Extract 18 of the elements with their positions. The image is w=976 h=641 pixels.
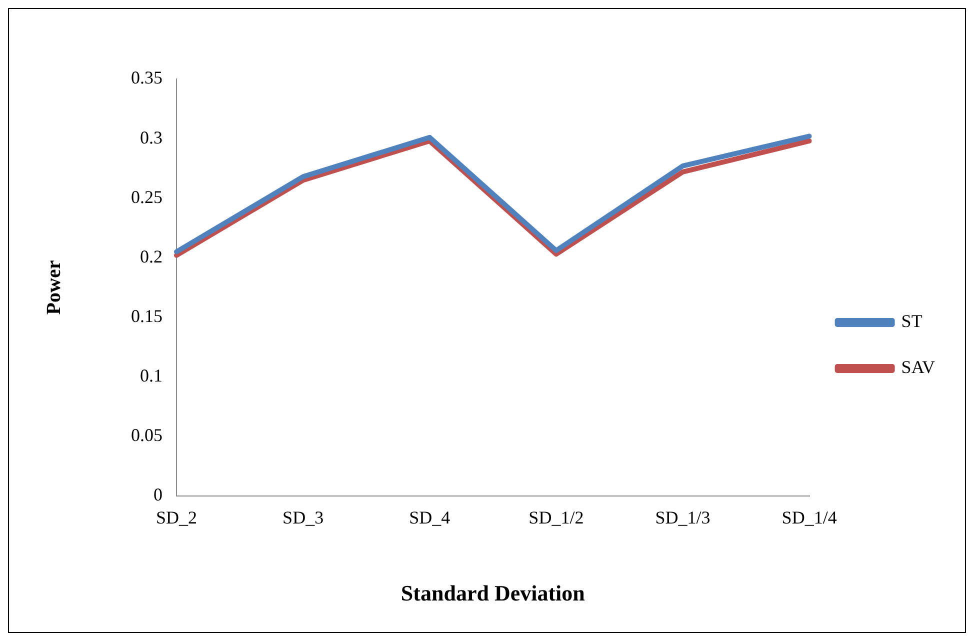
legend-label: ST	[901, 311, 922, 332]
legend-label: SAV	[901, 357, 936, 378]
x-tick-label: SD_1/2	[528, 508, 584, 528]
y-tick-label: 0.05	[131, 425, 162, 446]
y-tick-label: 0.35	[131, 68, 162, 88]
x-tick-label: SD_4	[409, 508, 450, 528]
y-tick-label: 0	[154, 484, 162, 505]
x-axis-title: Standard Deviation	[400, 580, 585, 606]
y-tick-label: 0.1	[140, 366, 162, 386]
y-tick-label: 0.25	[131, 186, 162, 207]
y-tick-label: 0.2	[140, 246, 162, 266]
x-tick-label: SD_1/4	[782, 508, 837, 528]
x-tick-label: SD_3	[282, 508, 324, 528]
x-tick-label: SD_1/3	[655, 508, 710, 528]
y-axis-title: Power	[43, 260, 66, 315]
y-tick-label: 0.3	[140, 127, 162, 148]
x-tick-label: SD_2	[156, 508, 198, 528]
y-tick-label: 0.15	[131, 306, 162, 326]
